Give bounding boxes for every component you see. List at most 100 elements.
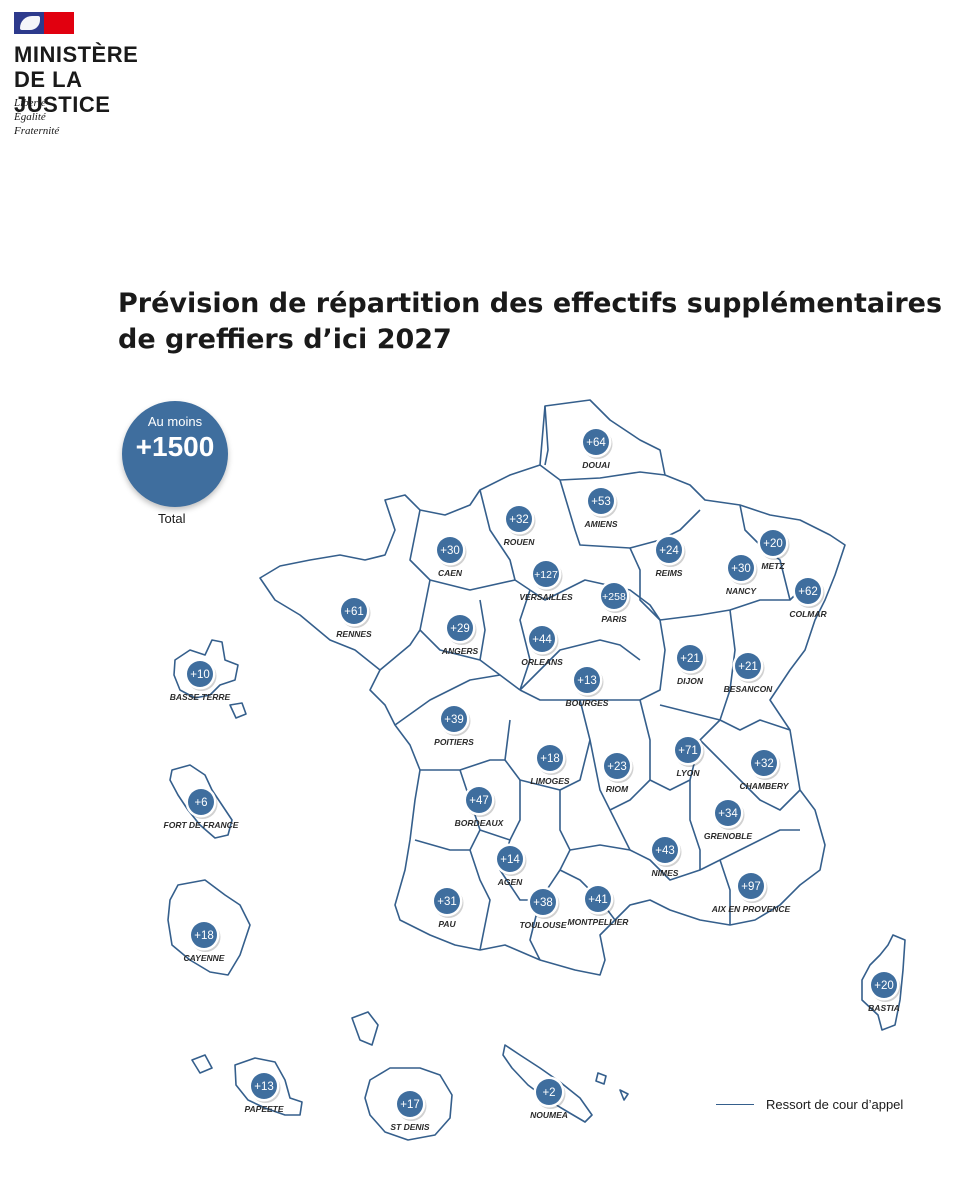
marker-value: +30 [440, 545, 460, 557]
marker-court-name: PAPEETE [244, 1104, 283, 1114]
marker-value: +41 [588, 894, 608, 906]
marker-value: +127 [534, 569, 558, 581]
marker-court-name: LYON [677, 768, 701, 778]
court-marker-paris: +258 PARIS [598, 580, 631, 624]
court-marker-toulouse: +38 TOULOUSE [519, 886, 567, 930]
marker-court-name: VERSAILLES [519, 592, 573, 602]
marker-court-name: METZ [761, 561, 785, 571]
marker-dot [585, 886, 611, 912]
marker-value: +53 [591, 496, 611, 508]
marker-dot [187, 661, 213, 687]
court-marker-fort-de-france: +6 FORT DE FRANCE [164, 786, 239, 830]
marker-value: +17 [400, 1099, 420, 1111]
marker-value: +18 [194, 930, 214, 942]
marker-court-name: BOURGES [566, 698, 609, 708]
marker-court-name: NIMES [652, 868, 679, 878]
marker-dot [588, 488, 614, 514]
marker-court-name: PAU [438, 919, 456, 929]
marker-dot [466, 787, 492, 813]
page-title: Prévision de répartition des effectifs s… [118, 288, 943, 355]
marker-dot [677, 645, 703, 671]
marker-value: +10 [190, 669, 210, 681]
marker-dot [735, 653, 761, 679]
marker-value: +97 [741, 881, 761, 893]
marker-court-name: ST DENIS [390, 1122, 430, 1132]
court-marker-versailles: +127 VERSAILLES [519, 558, 573, 602]
marker-court-name: POITIERS [434, 737, 474, 747]
court-marker-aix-en-provence: +97 AIX EN PROVENCE [711, 870, 791, 914]
st-denis-outline [351, 1011, 453, 1141]
fort-de-france-outline [169, 764, 233, 839]
marker-dot [738, 873, 764, 899]
marker-dot [675, 737, 701, 763]
boundary-line-icon [716, 1104, 754, 1105]
marker-dot [529, 626, 555, 652]
marker-dot [447, 615, 473, 641]
court-marker-metz: +20 METZ [757, 527, 790, 571]
marker-value: +6 [194, 797, 207, 809]
marker-value: +62 [798, 586, 818, 598]
marker-court-name: RIOM [606, 784, 629, 794]
court-marker-noumea: +2 NOUMEA [530, 1076, 568, 1120]
court-marker-colmar: +62 COLMAR [789, 575, 828, 619]
court-boundaries [167, 399, 906, 1141]
court-marker-rouen: +32 ROUEN [503, 503, 536, 547]
marker-court-name: ANGERS [441, 646, 479, 656]
marker-value: +13 [254, 1081, 274, 1093]
legend-label: Ressort de cour d’appel [766, 1097, 904, 1112]
marker-dot [533, 561, 559, 587]
marker-court-name: BESANCON [724, 684, 774, 694]
total-label: Total [158, 511, 186, 526]
marker-value: +14 [500, 854, 520, 866]
marker-value: +32 [754, 758, 774, 770]
marker-value: +20 [874, 980, 894, 992]
court-marker-bourges: +13 BOURGES [566, 664, 609, 708]
marker-court-name: MONTPELLIER [568, 917, 630, 927]
basse-terre-outline [173, 639, 247, 719]
republic-motto: Liberté Égalité Fraternité [14, 97, 60, 137]
marker-dot [574, 667, 600, 693]
marker-court-name: CAEN [438, 568, 463, 578]
marker-value: +44 [532, 634, 552, 646]
marker-court-name: DOUAI [582, 460, 610, 470]
marker-dot [751, 750, 777, 776]
marker-value: +34 [718, 808, 738, 820]
marker-dot [506, 506, 532, 532]
court-marker-nimes: +43 NIMES [649, 834, 682, 878]
noumea-outline [502, 1044, 629, 1123]
marker-dot [341, 598, 367, 624]
marker-dot [251, 1073, 277, 1099]
marker-dot [656, 537, 682, 563]
marker-dot [497, 846, 523, 872]
marker-value: +47 [469, 795, 489, 807]
court-marker-st-denis: +17 ST DENIS [390, 1088, 430, 1132]
court-marker-cayenne: +18 CAYENNE [184, 919, 225, 963]
marker-court-name: RENNES [336, 629, 372, 639]
marker-court-name: PARIS [601, 614, 627, 624]
court-marker-poitiers: +39 POITIERS [434, 703, 474, 747]
marker-dot [728, 555, 754, 581]
marker-court-name: AIX EN PROVENCE [711, 904, 791, 914]
marker-dot [652, 837, 678, 863]
marker-dot [397, 1091, 423, 1117]
marker-court-name: BASSE TERRE [170, 692, 231, 702]
marker-value: +13 [577, 675, 597, 687]
marker-dot [604, 753, 630, 779]
court-marker-limoges: +18 LIMOGES [530, 742, 570, 786]
total-badge: Au moins +1500 [122, 401, 228, 507]
marker-court-name: DIJON [677, 676, 704, 686]
marker-court-name: FORT DE FRANCE [164, 820, 239, 830]
court-marker-agen: +14 AGEN [494, 843, 527, 887]
marker-court-name: AGEN [497, 877, 523, 887]
marker-dot [760, 530, 786, 556]
court-marker-angers: +29 ANGERS [441, 612, 479, 656]
marker-court-name: AMIENS [583, 519, 617, 529]
marker-value: +23 [607, 761, 627, 773]
court-markers: +64 DOUAI +53 AMIENS +32 ROUEN +30 CAEN +127 VERS… [164, 426, 901, 1132]
marker-dot [441, 706, 467, 732]
marker-court-name: BORDEAUX [455, 818, 505, 828]
court-marker-pau: +31 PAU [431, 885, 464, 929]
marker-value: +64 [586, 437, 606, 449]
marker-value: +258 [602, 591, 626, 603]
marker-value: +38 [533, 897, 553, 909]
